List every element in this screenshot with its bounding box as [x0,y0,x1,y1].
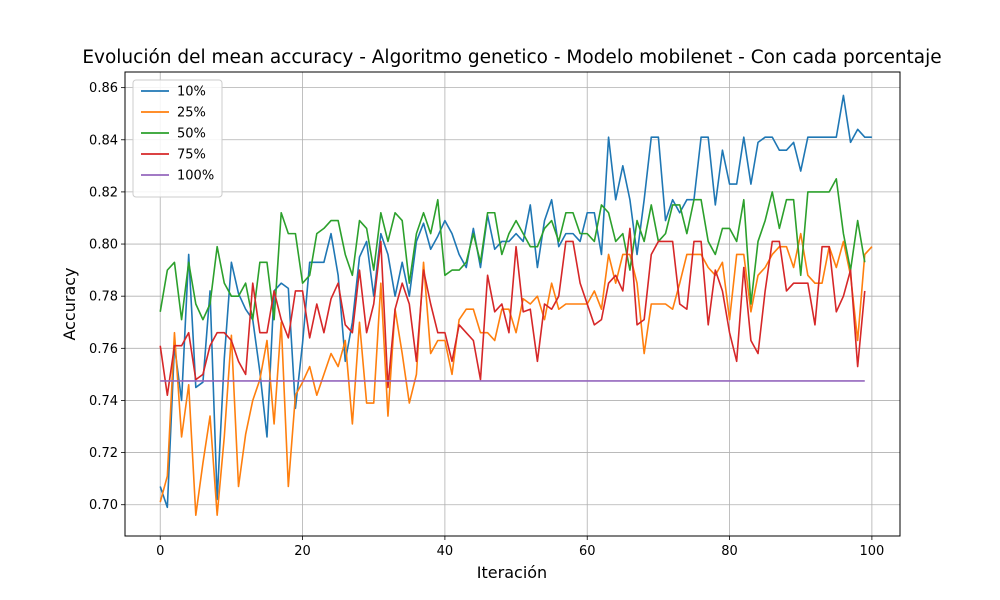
y-tick-label: 0.82 [89,185,118,200]
series-line-25pct [159,232,873,516]
series-line-10pct [159,94,872,509]
plot-area-frame [124,71,901,537]
x-tick-label: 40 [437,544,454,559]
series-line-50pct [159,178,866,321]
series-line-75pct [159,227,866,397]
x-tick-label: 60 [579,544,596,559]
x-axis-label: Iteración [477,563,547,582]
x-tick-label: 20 [294,544,311,559]
y-tick-label: 0.80 [89,238,118,253]
x-tick-label: 80 [721,544,738,559]
y-tick-label: 0.76 [89,342,118,357]
y-tick-label: 0.72 [89,446,118,461]
y-tick-label: 0.86 [89,81,118,96]
series-lines [159,94,873,516]
y-tick-label: 0.74 [89,394,118,409]
y-axis-label: Accuracy [60,267,79,340]
legend-label: 100% [177,169,214,184]
y-tick-label: 0.84 [89,133,118,148]
legend: 10% 25% 50% 75% 100% [132,79,223,198]
legend-box [132,79,223,198]
axis-ticks: 0 20 40 60 80 100 0.70 0.72 0.74 0.76 0.78 0.80 0.82… [89,81,884,559]
chart-title: Evolución del mean accuracy - Algoritmo … [82,47,941,68]
legend-label: 75% [177,148,206,163]
legend-label: 10% [177,85,206,100]
legend-label: 50% [177,127,206,142]
legend-label: 25% [177,106,206,121]
x-tick-label: 0 [156,544,164,559]
y-tick-label: 0.78 [89,290,118,305]
y-tick-label: 0.70 [89,498,118,513]
x-tick-label: 100 [859,544,884,559]
